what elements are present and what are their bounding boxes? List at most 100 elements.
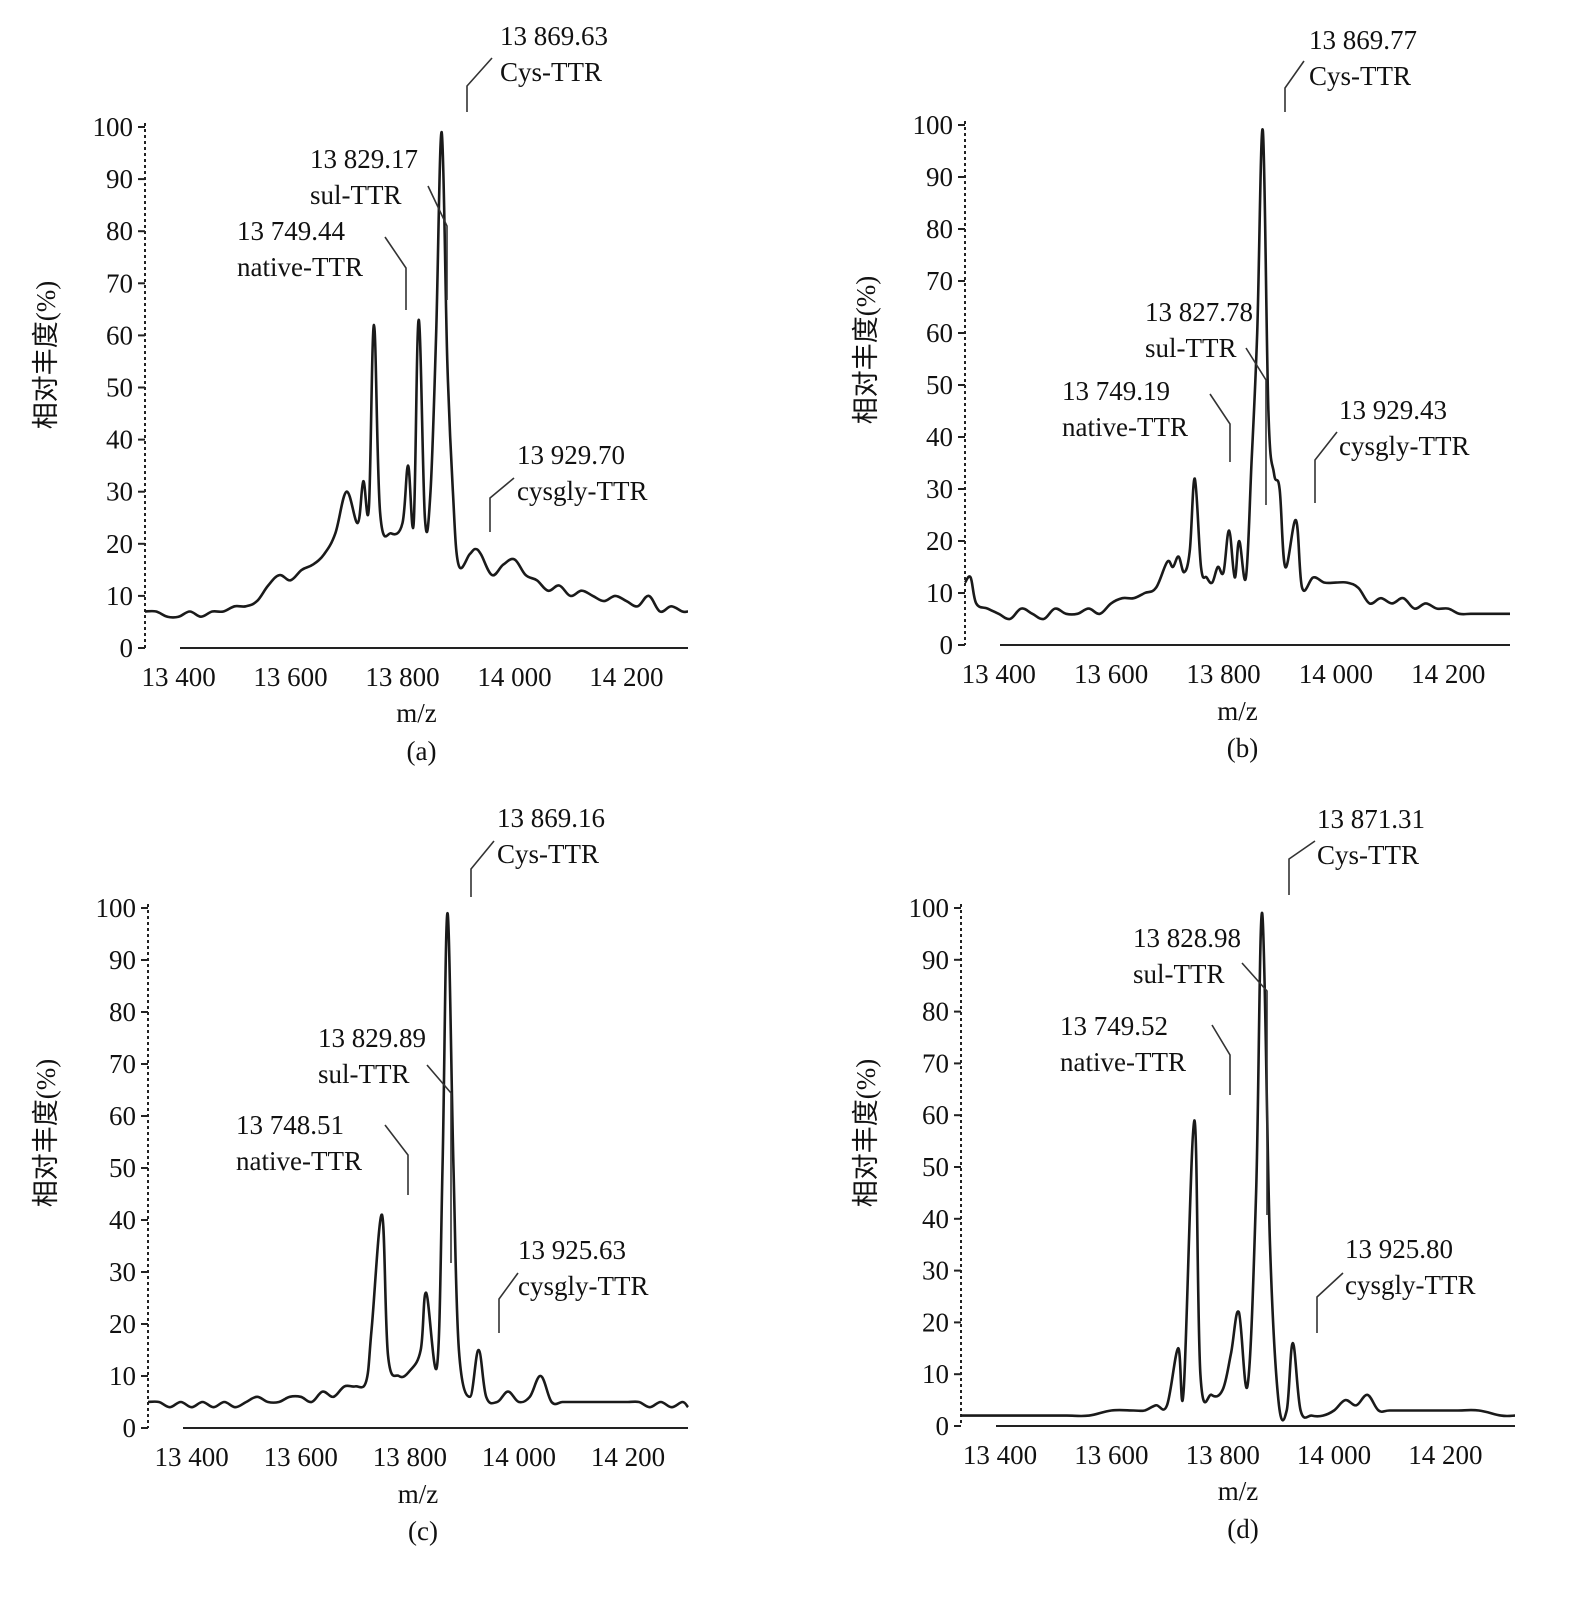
peak-species-label: Cys-TTR xyxy=(497,839,599,869)
peak-leader-line xyxy=(498,1272,519,1333)
y-tick-label: 0 xyxy=(940,630,954,660)
peak-mass-label: 13 925.63 xyxy=(518,1235,626,1265)
x-tick-label: 13 400 xyxy=(155,1442,229,1472)
peak-mass-label: 13 929.70 xyxy=(517,440,625,470)
x-axis-label: m/z xyxy=(1217,696,1258,726)
peak-leader-line xyxy=(1288,840,1316,895)
x-tick-label: 13 600 xyxy=(1074,659,1148,689)
y-axis-label: 相对丰度(%) xyxy=(31,1059,61,1207)
y-tick-label: 30 xyxy=(106,477,133,507)
peak-mass-label: 13 869.16 xyxy=(497,803,605,833)
peak-mass-label: 13 827.78 xyxy=(1145,297,1253,327)
y-tick-label: 100 xyxy=(909,893,950,923)
panel-label: (c) xyxy=(408,1516,438,1546)
panel-label: (a) xyxy=(407,736,437,766)
peak-leader-line xyxy=(427,185,448,300)
x-tick-label: 14 000 xyxy=(1299,659,1373,689)
y-tick-label: 40 xyxy=(922,1204,949,1234)
peak-mass-label: 13 925.80 xyxy=(1345,1234,1453,1264)
peak-leader-line xyxy=(426,1064,452,1263)
spectrum-chart-d: 0 10 20 30 40 50 60 70 80 90 100 13 400 13 600 13 800… xyxy=(851,804,1516,1544)
y-tick-label: 10 xyxy=(922,1359,949,1389)
x-tick-label: 13 400 xyxy=(963,1440,1037,1470)
y-tick-label: 90 xyxy=(106,164,133,194)
y-tick-label: 40 xyxy=(106,425,133,455)
y-tick-label: 90 xyxy=(926,162,953,192)
y-tick-label: 0 xyxy=(123,1413,137,1443)
x-tick-label: 13 600 xyxy=(1074,1440,1148,1470)
peak-leader-line xyxy=(489,477,515,532)
y-tick-label: 20 xyxy=(922,1307,949,1337)
peak-mass-label: 13 829.89 xyxy=(318,1023,426,1053)
peak-species-label: sul-TTR xyxy=(318,1059,410,1089)
peak-leader-line xyxy=(1314,431,1338,503)
peak-leader-line xyxy=(384,1124,409,1195)
spectrum-chart-a: 0 10 20 30 40 50 60 70 80 90 100 13 400 13 600 13 800… xyxy=(31,21,689,766)
y-tick-label: 70 xyxy=(109,1049,136,1079)
y-tick-label: 60 xyxy=(106,320,133,350)
peak-species-label: Cys-TTR xyxy=(1309,61,1411,91)
spectrum-panel-b: 0 10 20 30 40 50 60 70 80 90 100 13 400 13 600 13 800… xyxy=(797,0,1594,803)
peak-leader-line xyxy=(1241,962,1268,1215)
spectrum-line-b xyxy=(963,128,1510,621)
y-tick-label: 70 xyxy=(926,266,953,296)
y-axis-label: 相对丰度(%) xyxy=(31,281,61,429)
y-tick-label: 80 xyxy=(109,997,136,1027)
peak-mass-label: 13 749.44 xyxy=(237,216,346,246)
peak-mass-label: 13 748.51 xyxy=(236,1110,344,1140)
peak-leader-line xyxy=(466,57,493,112)
x-tick-label: 14 200 xyxy=(1408,1440,1482,1470)
peak-mass-label: 13 871.31 xyxy=(1317,804,1425,834)
y-tick-label: 0 xyxy=(120,633,134,663)
y-tick-label: 0 xyxy=(936,1411,950,1441)
y-tick-label: 80 xyxy=(922,997,949,1027)
spectrum-chart-c: 0 10 20 30 40 50 60 70 80 90 100 13 400 13 600 13 800… xyxy=(31,803,689,1546)
y-tick-label: 100 xyxy=(96,893,137,923)
y-tick-label: 10 xyxy=(106,581,133,611)
peak-leader-line xyxy=(470,840,495,897)
peak-mass-label: 13 869.77 xyxy=(1309,25,1417,55)
spectrum-line-a xyxy=(144,130,689,619)
y-tick-label: 60 xyxy=(109,1101,136,1131)
y-tick-label: 50 xyxy=(922,1152,949,1182)
y-tick-label: 20 xyxy=(106,529,133,559)
y-tick-label: 50 xyxy=(109,1153,136,1183)
x-tick-label: 13 800 xyxy=(373,1442,447,1472)
peak-mass-label: 13 929.43 xyxy=(1339,395,1447,425)
peak-mass-label: 13 869.63 xyxy=(500,21,608,51)
panel-label: (b) xyxy=(1227,733,1258,763)
peak-mass-label: 13 749.52 xyxy=(1060,1011,1168,1041)
y-tick-label: 30 xyxy=(926,474,953,504)
peak-species-label: sul-TTR xyxy=(1145,333,1237,363)
peak-mass-label: 13 829.17 xyxy=(310,144,418,174)
y-axis-label: 相对丰度(%) xyxy=(851,276,881,424)
peak-species-label: cysgly-TTR xyxy=(1339,431,1469,461)
x-tick-label: 13 800 xyxy=(1186,659,1260,689)
y-tick-label: 60 xyxy=(926,318,953,348)
x-axis-label: m/z xyxy=(398,1479,439,1509)
x-tick-label: 14 200 xyxy=(1411,659,1485,689)
spectrum-panel-d: 0 10 20 30 40 50 60 70 80 90 100 13 400 13 600 13 800… xyxy=(797,803,1594,1606)
peak-species-label: sul-TTR xyxy=(310,180,402,210)
peak-species-label: Cys-TTR xyxy=(500,57,602,87)
peak-leader-line xyxy=(1209,393,1231,462)
peak-species-label: Cys-TTR xyxy=(1317,840,1419,870)
peak-mass-label: 13 828.98 xyxy=(1133,923,1241,953)
peak-species-label: native-TTR xyxy=(1062,412,1188,442)
peak-species-label: native-TTR xyxy=(236,1146,362,1176)
y-tick-label: 50 xyxy=(106,373,133,403)
spectrum-chart-b: 0 10 20 30 40 50 60 70 80 90 100 13 400 13 600 13 800… xyxy=(851,25,1510,763)
x-tick-label: 14 200 xyxy=(591,1442,665,1472)
x-tick-label: 13 400 xyxy=(141,662,215,692)
y-tick-label: 80 xyxy=(106,216,133,246)
x-tick-label: 13 800 xyxy=(1186,1440,1260,1470)
x-tick-label: 13 600 xyxy=(264,1442,338,1472)
y-tick-label: 100 xyxy=(93,112,134,142)
x-axis-label: m/z xyxy=(1218,1476,1259,1506)
y-tick-label: 10 xyxy=(926,578,953,608)
y-tick-label: 90 xyxy=(922,945,949,975)
spectrum-panel-a: 0 10 20 30 40 50 60 70 80 90 100 13 400 13 600 13 800… xyxy=(0,0,797,803)
spectrum-line-d xyxy=(961,911,1516,1422)
y-tick-label: 60 xyxy=(922,1100,949,1130)
peak-species-label: cysgly-TTR xyxy=(517,476,647,506)
